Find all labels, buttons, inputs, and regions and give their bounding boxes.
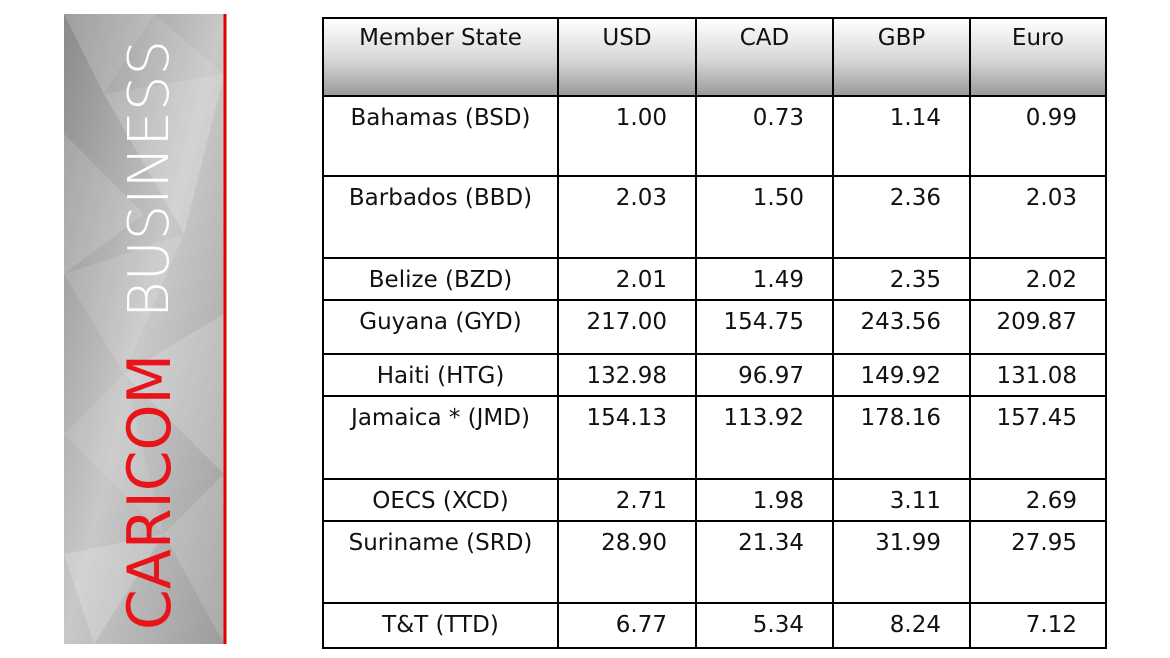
column-header: USD bbox=[557, 17, 697, 97]
rate-cell: 2.71 bbox=[557, 478, 697, 522]
table-body: Bahamas (BSD) 1.00 0.73 1.14 0.99 Barbados (B… bbox=[322, 95, 1107, 649]
member-state: Belize (BZD) bbox=[322, 257, 559, 301]
sidebar-background bbox=[64, 14, 224, 644]
rate-cell: 2.02 bbox=[969, 257, 1107, 301]
rate-cell: 8.24 bbox=[832, 602, 971, 649]
table-row: OECS (XCD) 2.71 1.98 3.11 2.69 bbox=[322, 478, 1107, 522]
member-state: Haiti (HTG) bbox=[322, 353, 559, 397]
rate-cell: 5.34 bbox=[695, 602, 834, 649]
rate-cell: 2.36 bbox=[832, 175, 971, 259]
table-row: Suriname (SRD) 28.90 21.34 31.99 27.95 bbox=[322, 520, 1107, 604]
member-state: Barbados (BBD) bbox=[322, 175, 559, 259]
rate-cell: 0.99 bbox=[969, 95, 1107, 177]
rate-cell: 178.16 bbox=[832, 395, 971, 480]
table-row: Haiti (HTG) 132.98 96.97 149.92 131.08 bbox=[322, 353, 1107, 397]
rate-cell: 2.01 bbox=[557, 257, 697, 301]
rate-cell: 2.03 bbox=[969, 175, 1107, 259]
rate-cell: 7.12 bbox=[969, 602, 1107, 649]
polygon-texture bbox=[64, 14, 224, 644]
rate-cell: 1.50 bbox=[695, 175, 834, 259]
column-header: GBP bbox=[832, 17, 971, 97]
table-row: Barbados (BBD) 2.03 1.50 2.36 2.03 bbox=[322, 175, 1107, 259]
member-state: Jamaica * (JMD) bbox=[322, 395, 559, 480]
rate-cell: 1.00 bbox=[557, 95, 697, 177]
member-state: Bahamas (BSD) bbox=[322, 95, 559, 177]
rate-cell: 2.35 bbox=[832, 257, 971, 301]
rate-cell: 132.98 bbox=[557, 353, 697, 397]
rate-cell: 3.11 bbox=[832, 478, 971, 522]
member-state: Suriname (SRD) bbox=[322, 520, 559, 604]
rate-cell: 96.97 bbox=[695, 353, 834, 397]
column-header: CAD bbox=[695, 17, 834, 97]
member-state: Guyana (GYD) bbox=[322, 299, 559, 355]
table-row: Bahamas (BSD) 1.00 0.73 1.14 0.99 bbox=[322, 95, 1107, 177]
rate-cell: 209.87 bbox=[969, 299, 1107, 355]
rate-cell: 113.92 bbox=[695, 395, 834, 480]
header-row: Member State USD CAD GBP Euro bbox=[322, 17, 1107, 97]
rate-cell: 243.56 bbox=[832, 299, 971, 355]
sidebar: CARICOM BUSINESS bbox=[64, 14, 227, 644]
rate-cell: 2.03 bbox=[557, 175, 697, 259]
tagline: BUSINESS bbox=[117, 40, 182, 318]
rate-cell: 21.34 bbox=[695, 520, 834, 604]
rate-cell: 31.99 bbox=[832, 520, 971, 604]
member-state: OECS (XCD) bbox=[322, 478, 559, 522]
rate-cell: 2.69 bbox=[969, 478, 1107, 522]
table-row: Jamaica * (JMD) 154.13 113.92 178.16 157.45 bbox=[322, 395, 1107, 480]
brand: CARICOM bbox=[115, 354, 185, 630]
member-state: T&T (TTD) bbox=[322, 602, 559, 649]
rate-cell: 217.00 bbox=[557, 299, 697, 355]
table-row: T&T (TTD) 6.77 5.34 8.24 7.12 bbox=[322, 602, 1107, 649]
rate-cell: 0.73 bbox=[695, 95, 834, 177]
column-header: Member State bbox=[322, 17, 559, 97]
rate-cell: 28.90 bbox=[557, 520, 697, 604]
rate-cell: 131.08 bbox=[969, 353, 1107, 397]
rate-cell: 149.92 bbox=[832, 353, 971, 397]
rate-cell: 154.75 bbox=[695, 299, 834, 355]
rate-cell: 1.98 bbox=[695, 478, 834, 522]
table-row: Guyana (GYD) 217.00 154.75 243.56 209.87 bbox=[322, 299, 1107, 355]
rate-cell: 157.45 bbox=[969, 395, 1107, 480]
rate-cell: 1.49 bbox=[695, 257, 834, 301]
rate-cell: 1.14 bbox=[832, 95, 971, 177]
rate-table: Member State USD CAD GBP Euro Bahamas (BSD) 1… bbox=[322, 17, 1107, 649]
rate-cell: 154.13 bbox=[557, 395, 697, 480]
rate-cell: 6.77 bbox=[557, 602, 697, 649]
table-row: Belize (BZD) 2.01 1.49 2.35 2.02 bbox=[322, 257, 1107, 301]
rate-cell: 27.95 bbox=[969, 520, 1107, 604]
column-header: Euro bbox=[969, 17, 1107, 97]
